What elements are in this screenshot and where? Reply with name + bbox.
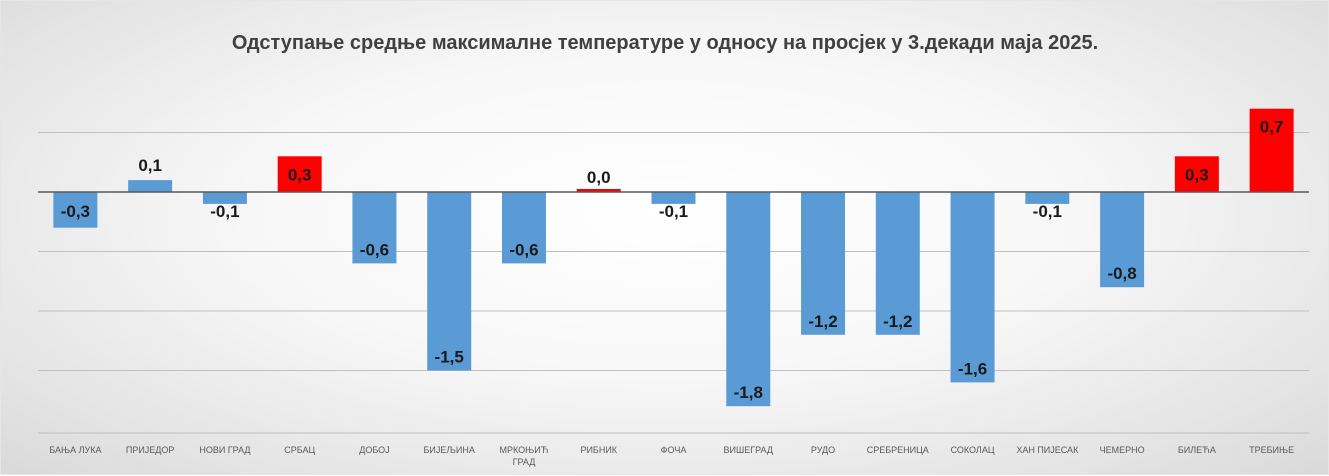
data-label: -1,6 xyxy=(958,359,987,378)
bar xyxy=(53,192,98,228)
chart-title: Одступање средње максималне температуре … xyxy=(232,32,1098,54)
data-label: -0,8 xyxy=(1107,264,1136,283)
tick-label: БАЊА ЛУКА xyxy=(49,445,101,455)
bar xyxy=(1174,156,1219,192)
tick-label: БИЛЕЋА xyxy=(1178,445,1216,455)
bar xyxy=(875,192,920,335)
tick-label: СРЕБРЕНИЦА xyxy=(867,445,929,455)
data-labels: -0,3 0,1 -0,1 0,3 -0,6 -1,5 -0,6 0,0 -0,1 -1,8 -1,… xyxy=(61,118,1284,403)
data-label: -0,3 xyxy=(61,202,90,221)
bar xyxy=(427,192,472,371)
data-label: 0,0 xyxy=(587,168,611,187)
data-label: -0,1 xyxy=(659,202,688,221)
tick-label: ДОБОЈ xyxy=(359,445,389,455)
bar xyxy=(801,192,846,335)
data-label: -1,2 xyxy=(808,312,837,331)
tick-label: ЧЕМЕРНО xyxy=(1100,445,1145,455)
bar xyxy=(202,192,247,204)
tick-label: НОВИ ГРАД xyxy=(199,445,250,455)
bar xyxy=(501,192,546,264)
bars xyxy=(53,108,1294,407)
data-label: -0,6 xyxy=(509,240,538,259)
tick-label: БИЈЕЉИНА xyxy=(424,445,475,455)
tick-label: РИБНИК xyxy=(580,445,617,455)
tick-label: ТРЕБИЊЕ xyxy=(1249,445,1294,455)
tick-label: СОКОЛАЦ xyxy=(951,445,995,455)
bar xyxy=(1249,108,1294,192)
data-label: 0,1 xyxy=(138,156,162,175)
tick-label: ПРИЈЕДОР xyxy=(126,445,175,455)
data-label: 0,3 xyxy=(288,165,312,184)
tick-label: СРБАЦ xyxy=(284,445,315,455)
data-label: -0,1 xyxy=(210,202,239,221)
tick-label: ВИШЕГРАД xyxy=(724,445,773,455)
bar xyxy=(651,192,696,204)
category-labels: БАЊА ЛУКА ПРИЈЕДОР НОВИ ГРАД СРБАЦ ДОБОЈ БИЈЕ… xyxy=(49,445,1294,467)
data-label: -0,6 xyxy=(360,240,389,259)
data-label: -1,5 xyxy=(435,348,464,367)
bar xyxy=(1100,192,1145,288)
data-label: -0,1 xyxy=(1033,202,1062,221)
data-label: -1,2 xyxy=(883,312,912,331)
bar xyxy=(277,156,322,192)
tick-label: ФОЧА xyxy=(661,445,687,455)
gridlines xyxy=(38,132,1309,434)
data-label: 0,7 xyxy=(1260,118,1284,137)
bar xyxy=(726,192,771,407)
bar xyxy=(352,192,397,264)
bar xyxy=(950,192,995,383)
tick-label: ГРАД xyxy=(513,457,536,467)
bar xyxy=(576,189,621,192)
bar xyxy=(128,180,173,192)
bar xyxy=(1025,192,1070,204)
tick-label: ХАН ПИЈЕСАК xyxy=(1016,445,1079,455)
tick-label: РУДО xyxy=(811,445,835,455)
tick-label: МРКОЊИЋ xyxy=(500,445,549,455)
data-label: 0,3 xyxy=(1185,165,1209,184)
data-label: -1,8 xyxy=(734,383,763,402)
